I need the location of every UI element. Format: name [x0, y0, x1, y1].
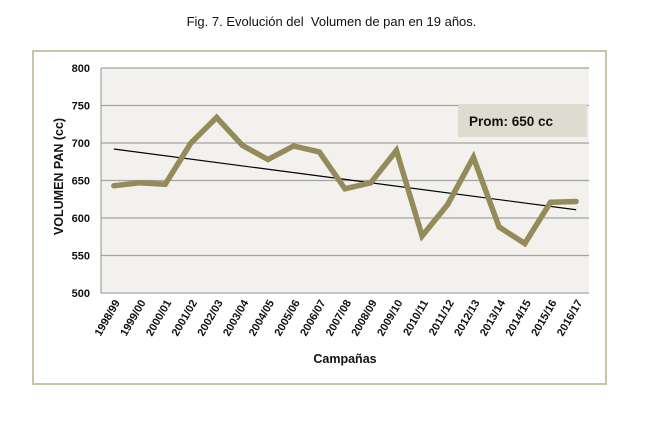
x-axis-ticks: 1998/991999/002000/012001/022002/032003/…: [93, 297, 586, 338]
data-point: [316, 149, 323, 155]
data-point: [213, 114, 220, 121]
y-axis-ticks: 500 550 600 650 700 750 800: [72, 63, 90, 300]
trend-line: [113, 148, 577, 211]
y-tick-label: 750: [72, 101, 90, 113]
data-point: [162, 181, 168, 187]
y-tick-label: 700: [72, 138, 90, 150]
data-point: [573, 198, 579, 205]
data-point: [547, 199, 554, 205]
annotation-box: [458, 104, 587, 137]
data-point: [522, 240, 528, 247]
x-axis-title: Campañas: [313, 352, 376, 366]
average-annotation: Prom: 650 cc: [458, 104, 587, 137]
data-point: [111, 183, 117, 189]
data-point: [136, 180, 143, 186]
y-tick-label: 550: [72, 251, 90, 263]
data-point: [445, 201, 451, 208]
data-point: [290, 143, 297, 149]
data-points: [111, 114, 579, 247]
data-point: [470, 154, 477, 160]
y-axis-title: VOLUMEN PAN (cc): [52, 118, 66, 235]
data-point: [342, 186, 348, 192]
annotation-text: Prom: 650 cc: [469, 114, 554, 129]
gridlines: [100, 67, 589, 294]
data-point: [419, 233, 425, 239]
y-tick-label: 600: [72, 213, 90, 225]
data-point: [496, 224, 502, 230]
figure-caption: Fig. 7. Evolución del Volumen de pan en …: [186, 14, 477, 29]
data-point: [239, 142, 245, 148]
y-tick-label: 500: [72, 288, 90, 300]
y-tick-label: 800: [72, 63, 90, 75]
y-tick-label: 650: [72, 176, 90, 188]
data-point: [265, 156, 271, 163]
data-point: [188, 140, 194, 146]
data-point: [367, 180, 374, 186]
data-point: [393, 147, 400, 154]
